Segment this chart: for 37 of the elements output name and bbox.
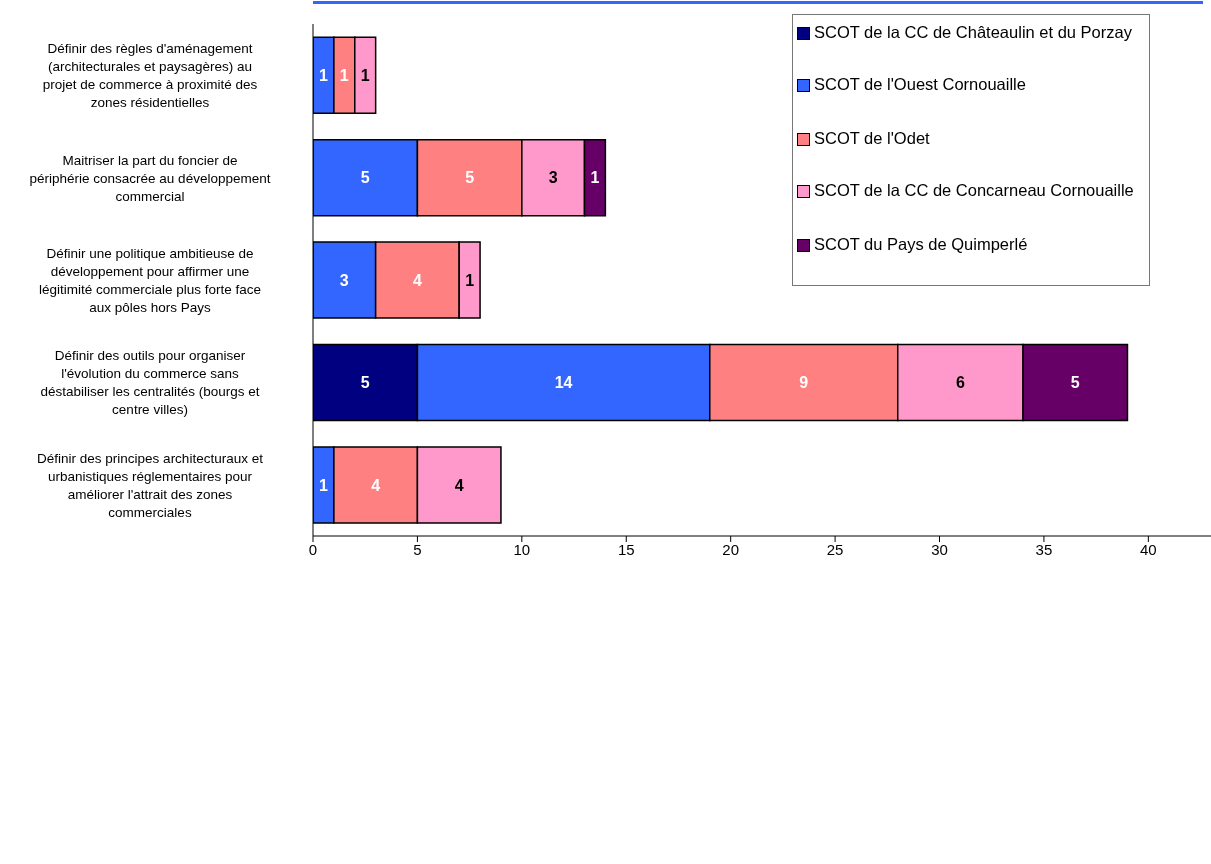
data-label: 4 (412, 271, 422, 289)
x-tick-label: 5 (413, 540, 422, 558)
y-tick-label: Définir des principes architecturaux et urbanistiques réglementaires pour améliorer l'attrait des zones commerciales (37, 450, 264, 520)
y-tick-label: Définir des règles d'aménagement (architecturales et paysagères) au projet de commerce à proximité des zones résidentielles (42, 40, 258, 110)
y-tick-label: Définir des outils pour organiser l'évolution du commerce sans déstabiliser les centralités (bourgs et centre villes) (40, 347, 260, 417)
data-label: 1 (590, 169, 600, 187)
data-label: 9 (799, 374, 809, 392)
x-tick-label: 30 (931, 540, 948, 558)
x-tick-label: 15 (617, 540, 635, 558)
x-tick-label: 40 (1140, 540, 1157, 558)
x-tick-label: 20 (722, 540, 740, 558)
data-label: 14 (554, 374, 573, 392)
y-tick-label: Maitriser la part du foncier de périphérie consacrée au développement commercial (29, 152, 271, 204)
x-tick-label: 25 (826, 540, 844, 558)
data-label: 3 (339, 271, 349, 289)
x-tick-label: 35 (1035, 540, 1053, 558)
data-label: 3 (548, 169, 558, 187)
data-label: 4 (371, 476, 381, 494)
data-label: 5 (465, 169, 475, 187)
data-label: 5 (1070, 374, 1080, 392)
y-tick-label: Définir une politique ambitieuse de développement pour affirmer une légitimité commerciale plus forte face aux pôles hors Pays (38, 245, 262, 315)
legend-label: SCOT de la CC de Châteaulin et du Porzay (814, 22, 1132, 43)
data-label: 1 (318, 476, 328, 494)
data-label: 5 (360, 374, 370, 392)
data-label: 5 (360, 169, 370, 187)
data-label: 1 (360, 66, 370, 84)
x-tick-label: 10 (513, 540, 531, 558)
data-label: 4 (454, 476, 464, 494)
data-label: 1 (318, 66, 328, 84)
data-label: 6 (955, 374, 965, 392)
legend-label: SCOT de la CC de Concarneau Cornouaille (814, 180, 1134, 201)
legend-label: SCOT de l'Odet (814, 128, 930, 149)
data-label: 1 (339, 66, 349, 84)
data-label: 1 (465, 271, 475, 289)
x-tick-label: 0 (308, 540, 318, 558)
legend-label: SCOT du Pays de Quimperlé (814, 234, 1028, 255)
legend-label: SCOT de l'Ouest Cornouaille (814, 74, 1026, 95)
